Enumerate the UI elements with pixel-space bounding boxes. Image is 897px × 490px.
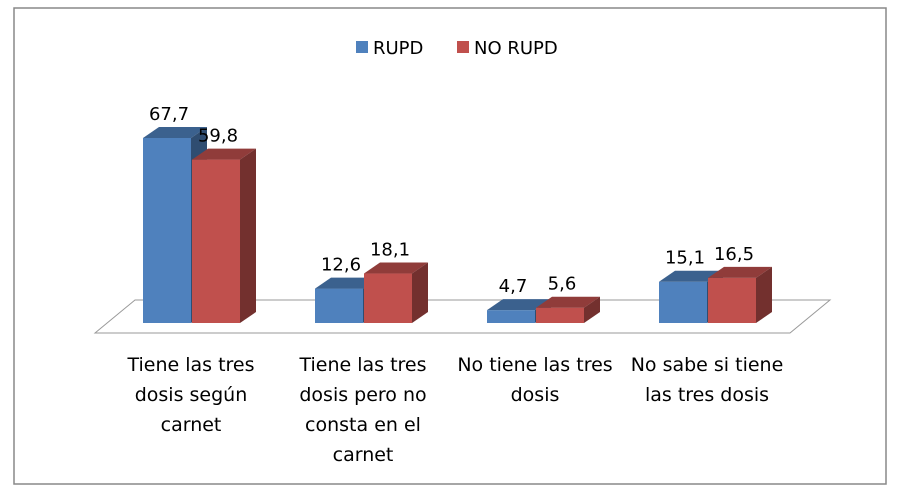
bar-top xyxy=(487,299,551,311)
bar-top xyxy=(143,127,207,138)
legend-swatch xyxy=(356,41,368,53)
bar-top xyxy=(364,262,428,274)
bar-front xyxy=(659,281,707,323)
value-label: 4,7 xyxy=(499,276,528,297)
floor xyxy=(93,299,832,334)
bar-side xyxy=(584,296,600,323)
bar-side xyxy=(412,262,428,323)
bar-top xyxy=(315,277,379,289)
bar xyxy=(708,266,772,323)
bar-front xyxy=(708,277,756,323)
x-tick-label: No tiene las tres dosis xyxy=(457,354,613,406)
bar-side xyxy=(756,266,772,323)
value-label: 15,1 xyxy=(665,248,705,269)
bar xyxy=(364,262,428,323)
bar-top xyxy=(536,296,600,308)
bar-front xyxy=(364,273,412,323)
x-tick-label: No sabe si tiene las tres dosis xyxy=(630,354,784,406)
legend-label: NO RUPD xyxy=(474,38,558,59)
value-label: 5,6 xyxy=(548,274,577,295)
bar-side xyxy=(240,148,256,323)
bar-front xyxy=(487,310,535,323)
bar-front xyxy=(192,159,240,323)
bar-top xyxy=(708,266,772,278)
bar xyxy=(192,148,256,323)
bar-front xyxy=(536,307,584,323)
value-label: 59,8 xyxy=(198,126,238,147)
x-tick-label: Tiene las tres dosis según carnet xyxy=(127,354,255,436)
value-label: 16,5 xyxy=(714,244,754,265)
bar-top xyxy=(659,270,723,282)
value-label: 12,6 xyxy=(321,255,361,276)
bar-front xyxy=(143,138,191,323)
x-tick-label: Tiene las tres dosis pero no consta en e… xyxy=(299,354,427,466)
value-label: 18,1 xyxy=(370,240,410,261)
bar-top xyxy=(192,148,256,160)
bar xyxy=(536,296,600,323)
bar-front xyxy=(315,288,363,323)
legend-swatch xyxy=(457,41,469,53)
legend-label: RUPD xyxy=(373,38,423,59)
value-label: 67,7 xyxy=(149,104,189,125)
